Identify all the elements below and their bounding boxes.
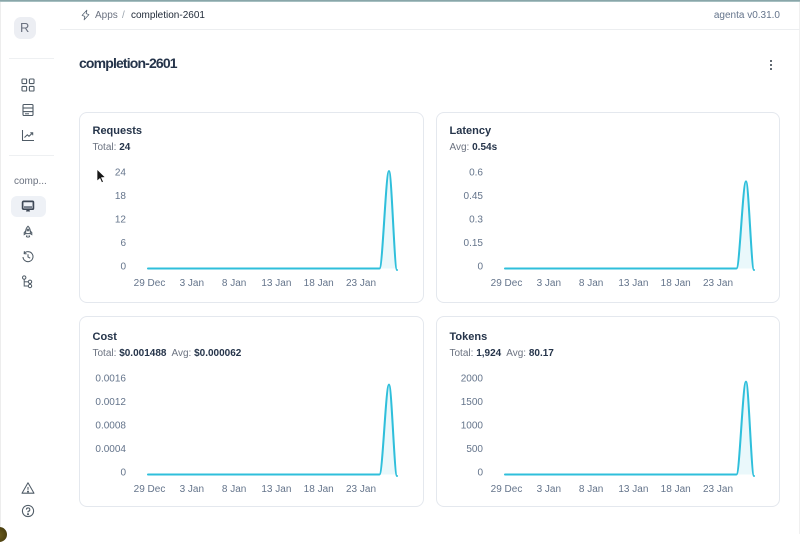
svg-text:23 Jan: 23 Jan: [703, 484, 733, 495]
svg-text:2000: 2000: [461, 374, 484, 385]
svg-text:0: 0: [477, 468, 483, 479]
svg-text:6: 6: [120, 238, 126, 249]
svg-text:23 Jan: 23 Jan: [703, 278, 733, 289]
svg-text:13 Jan: 13 Jan: [618, 278, 648, 289]
svg-text:13 Jan: 13 Jan: [261, 484, 291, 495]
svg-text:18 Jan: 18 Jan: [304, 484, 334, 495]
svg-text:18 Jan: 18 Jan: [661, 484, 691, 495]
svg-text:0.6: 0.6: [469, 168, 483, 179]
svg-text:12: 12: [115, 215, 127, 226]
svg-text:8 Jan: 8 Jan: [222, 278, 246, 289]
svg-text:0.15: 0.15: [464, 238, 484, 249]
svg-text:13 Jan: 13 Jan: [618, 484, 648, 495]
svg-text:18 Jan: 18 Jan: [304, 278, 334, 289]
svg-text:1500: 1500: [461, 397, 484, 408]
svg-text:0.0004: 0.0004: [95, 444, 126, 455]
svg-text:8 Jan: 8 Jan: [579, 278, 603, 289]
svg-text:0: 0: [477, 262, 483, 273]
svg-text:18 Jan: 18 Jan: [661, 278, 691, 289]
svg-text:0: 0: [120, 262, 126, 273]
svg-text:0.45: 0.45: [464, 191, 484, 202]
svg-text:18: 18: [115, 191, 127, 202]
svg-text:3 Jan: 3 Jan: [537, 484, 561, 495]
svg-text:8 Jan: 8 Jan: [579, 484, 603, 495]
svg-text:0.0008: 0.0008: [95, 421, 126, 432]
svg-text:29 Dec: 29 Dec: [491, 278, 523, 289]
svg-text:3 Jan: 3 Jan: [537, 278, 561, 289]
svg-text:8 Jan: 8 Jan: [222, 484, 246, 495]
svg-text:29 Dec: 29 Dec: [134, 484, 166, 495]
svg-text:3 Jan: 3 Jan: [180, 278, 204, 289]
svg-text:23 Jan: 23 Jan: [346, 484, 376, 495]
svg-text:23 Jan: 23 Jan: [346, 278, 376, 289]
svg-text:0.0012: 0.0012: [95, 397, 126, 408]
svg-text:0.3: 0.3: [469, 215, 483, 226]
svg-text:1000: 1000: [461, 421, 484, 432]
svg-text:0: 0: [120, 468, 126, 479]
svg-text:29 Dec: 29 Dec: [491, 484, 523, 495]
svg-text:500: 500: [466, 444, 483, 455]
svg-text:3 Jan: 3 Jan: [180, 484, 204, 495]
svg-text:0.0016: 0.0016: [95, 374, 126, 385]
svg-text:24: 24: [115, 168, 127, 179]
svg-text:29 Dec: 29 Dec: [134, 278, 166, 289]
svg-text:13 Jan: 13 Jan: [261, 278, 291, 289]
